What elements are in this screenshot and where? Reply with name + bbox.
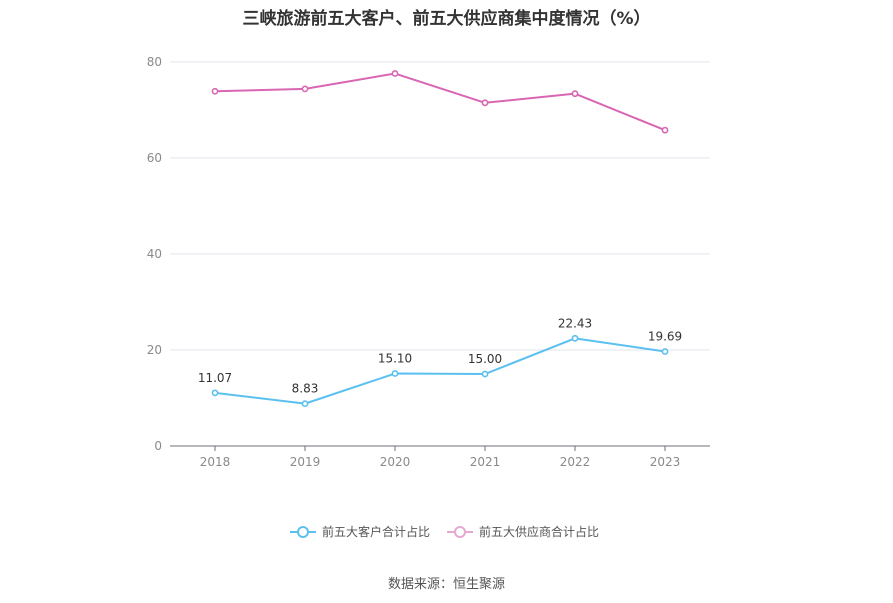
data-point[interactable] <box>211 87 219 95</box>
axes: 0 20 40 60 80 2018 2019 2020 2021 2022 2023 <box>147 55 710 469</box>
x-tick-label: 2019 <box>290 455 321 469</box>
source-note: 数据来源：恒生聚源 <box>387 577 505 592</box>
data-label: 15.00 <box>468 352 502 366</box>
x-tick-label: 2021 <box>470 455 501 469</box>
data-label: 11.07 <box>198 371 232 385</box>
data-label: 8.83 <box>292 382 319 396</box>
legend-label[interactable]: 前五大供应商合计占比 <box>479 524 599 539</box>
series-lines <box>211 70 669 408</box>
data-point[interactable] <box>571 334 579 342</box>
data-point[interactable] <box>301 400 309 408</box>
data-point[interactable] <box>391 370 399 377</box>
y-tick-label: 40 <box>147 247 162 261</box>
x-tick-label: 2022 <box>560 455 591 469</box>
data-label: 22.43 <box>558 316 592 330</box>
x-tick-label: 2018 <box>200 455 231 469</box>
legend: 前五大客户合计占比 前五大供应商合计占比 <box>290 524 599 539</box>
y-tick-label: 0 <box>154 439 162 453</box>
data-point[interactable] <box>391 70 399 77</box>
data-point[interactable] <box>661 348 669 355</box>
legend-swatch-marker[interactable] <box>454 526 466 538</box>
data-label: 15.10 <box>378 352 412 366</box>
x-tick-label: 2020 <box>380 455 411 469</box>
chart-title: 三峡旅游前五大客户、前五大供应商集中度情况（%） <box>242 9 651 29</box>
data-point[interactable] <box>211 389 219 397</box>
y-tick-label: 80 <box>147 55 162 69</box>
data-label: 19.69 <box>648 329 682 343</box>
series-line-1 <box>214 72 666 132</box>
x-tick-label: 2023 <box>650 455 681 469</box>
grid-lines <box>170 61 710 351</box>
data-point[interactable] <box>571 90 579 98</box>
legend-label[interactable]: 前五大客户合计占比 <box>322 524 430 539</box>
data-point[interactable] <box>481 99 489 107</box>
data-labels: 11.07 8.83 15.10 15.00 22.43 19.69 <box>198 316 682 395</box>
data-point[interactable] <box>661 126 669 134</box>
data-point[interactable] <box>481 370 489 378</box>
series-line-0 <box>214 337 666 405</box>
legend-swatch-marker[interactable] <box>297 526 309 538</box>
data-point[interactable] <box>301 85 309 93</box>
y-tick-label: 20 <box>147 343 162 357</box>
y-tick-label: 60 <box>147 151 162 165</box>
